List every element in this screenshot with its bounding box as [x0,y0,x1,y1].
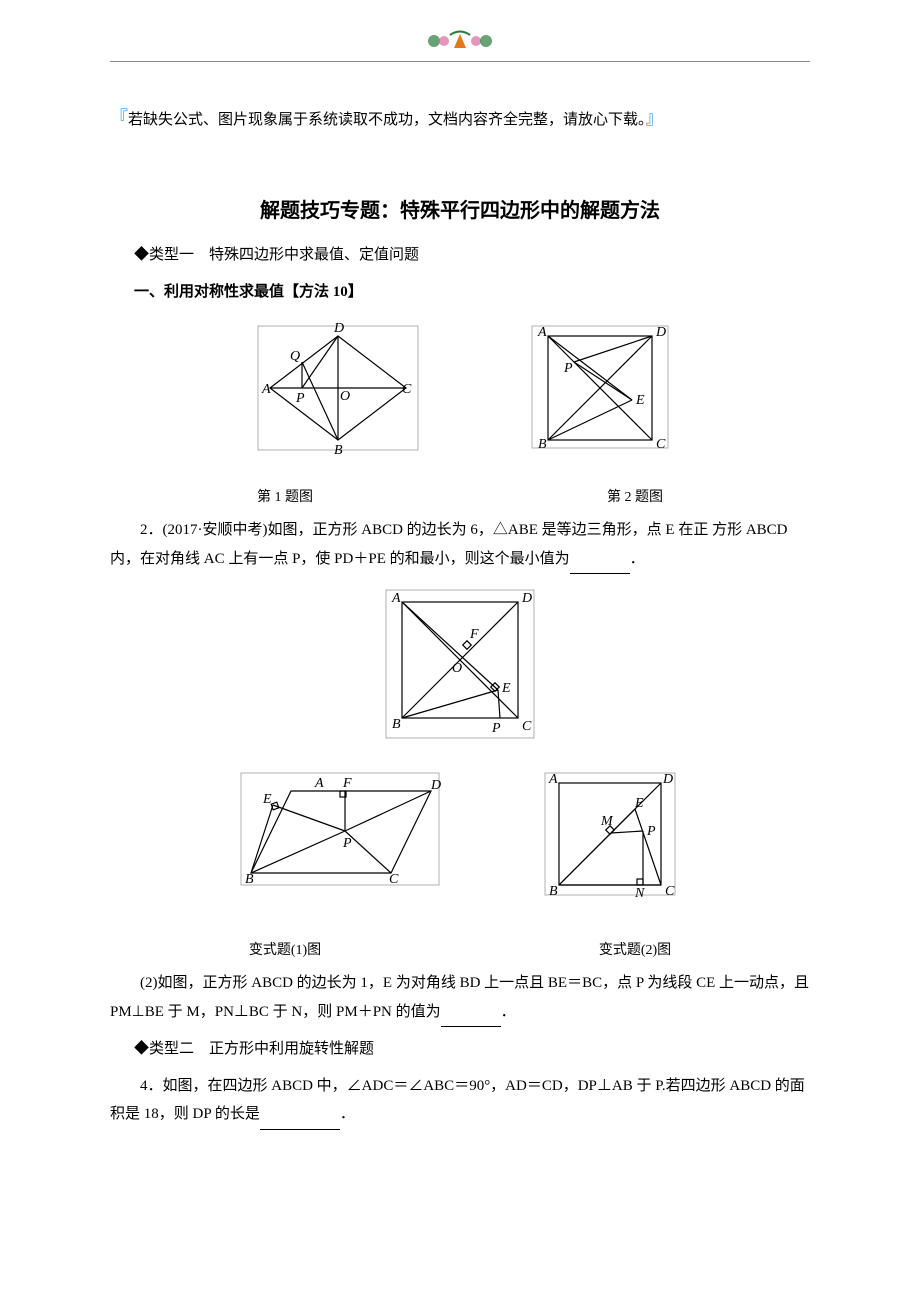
main-title: 解题技巧专题：特殊平行四边形中的解题方法 [110,194,810,223]
figure-1-rhombus: A C D B O P Q [240,318,430,458]
svg-text:D: D [655,325,666,340]
variant2-text-b: ． [501,1004,516,1020]
notice-bracket-right: 』 [646,108,664,128]
question-2: 2．(2017·安顺中考)如图，正方形 ABCD 的边长为 6，△ABE 是等边… [110,516,810,574]
svg-text:D: D [521,591,532,606]
figure-4-parallelogram: A D B C E F P [235,769,445,889]
svg-text:E: E [501,681,511,696]
q2-text-b: ． [630,551,645,567]
svg-text:B: B [245,872,254,887]
figure-1-wrap: A C D B O P Q [240,318,430,458]
figure-2-wrap: A D B C P E [520,318,680,458]
question-4: 4．如图，在四边形 ABCD 中，∠ADC＝∠ABC＝90°，AD＝CD，DP⊥… [110,1072,810,1130]
svg-text:P: P [646,824,656,839]
caption-v1: 变式题(1)图 [110,939,460,959]
figure-3-square: A D B C O F E P [370,584,550,744]
svg-text:O: O [340,389,350,404]
caption-q1: 第 1 题图 [145,486,425,506]
svg-text:D: D [333,321,344,336]
svg-text:E: E [262,792,272,807]
document-page: 『若缺失公式、图片现象属于系统读取不成功，文档内容齐全完整，请放心下载。』 解题… [0,0,920,1174]
svg-text:F: F [469,627,479,642]
q4-text-b: ． [340,1106,355,1122]
caption-row-1: 第 1 题图 第 2 题图 [110,486,810,506]
figure-2-square: A D B C P E [520,318,680,458]
header-rule [110,61,810,62]
svg-text:Q: Q [290,349,300,364]
svg-text:B: B [334,443,343,458]
svg-text:P: P [295,391,305,406]
caption-v2: 变式题(2)图 [460,939,810,959]
svg-text:D: D [662,772,673,787]
svg-text:M: M [600,814,614,829]
q4-blank [260,1100,340,1130]
q2-text-a: 2．(2017·安顺中考)如图，正方形 ABCD 的边长为 6，△ABE 是等边… [110,522,788,567]
download-notice: 『若缺失公式、图片现象属于系统读取不成功，文档内容齐全完整，请放心下载。』 [110,102,810,134]
svg-text:B: B [392,717,401,732]
header-ornament-icon [416,30,504,52]
svg-text:C: C [656,437,666,452]
variant2-blank [441,998,501,1028]
type2-heading: ◆类型二 正方形中利用旋转性解题 [110,1035,810,1064]
method1-heading: 一、利用对称性求最值【方法 10】 [110,278,810,307]
svg-text:E: E [634,796,644,811]
header-decoration [110,30,810,57]
svg-text:A: A [537,325,547,340]
notice-bracket-left: 『 [110,108,128,128]
svg-text:O: O [452,661,462,676]
svg-text:A: A [391,591,401,606]
svg-text:C: C [402,382,412,397]
figure-5-wrap: A D B C E M P N [535,769,685,899]
svg-text:C: C [522,719,532,734]
svg-text:A: A [548,772,558,787]
q4-text-a: 4．如图，在四边形 ABCD 中，∠ADC＝∠ABC＝90°，AD＝CD，DP⊥… [110,1078,805,1123]
figure-row-1: A C D B O P Q A [110,318,810,458]
notice-text: 若缺失公式、图片现象属于系统读取不成功，文档内容齐全完整，请放心下载。 [128,112,646,128]
caption-q2: 第 2 题图 [495,486,775,506]
svg-text:P: P [342,836,352,851]
variant-2-text: (2)如图，正方形 ABCD 的边长为 1，E 为对角线 BD 上一点且 BE＝… [110,969,810,1027]
svg-text:B: B [549,884,558,899]
svg-text:F: F [342,776,352,791]
svg-text:P: P [491,721,501,736]
svg-text:N: N [634,886,645,899]
caption-row-2: 变式题(1)图 变式题(2)图 [110,939,810,959]
svg-text:A: A [314,776,324,791]
svg-text:C: C [665,884,675,899]
figure-4-wrap: A D B C E F P [235,769,445,899]
figure-5-square: A D B C E M P N [535,769,685,899]
svg-text:C: C [389,872,399,887]
svg-text:P: P [563,361,573,376]
svg-text:A: A [261,382,271,397]
svg-text:B: B [538,437,547,452]
figure-3-wrap: A D B C O F E P [110,584,810,749]
svg-text:E: E [635,393,645,408]
type1-heading: ◆类型一 特殊四边形中求最值、定值问题 [110,241,810,270]
svg-text:D: D [430,778,441,793]
q2-blank [570,545,630,575]
figure-row-2: A D B C E F P [110,769,810,899]
